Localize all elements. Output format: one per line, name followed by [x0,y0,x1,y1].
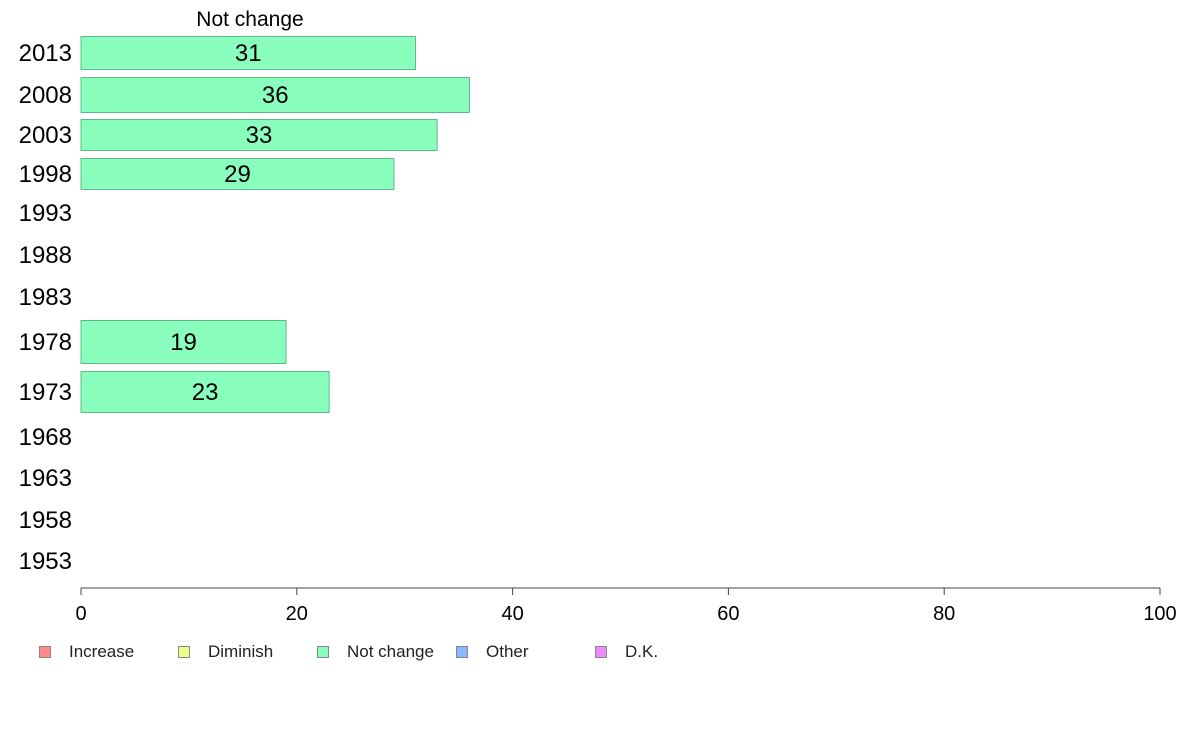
year-label: 1993 [19,200,72,227]
legend-label: Other [486,642,529,661]
year-label: 2008 [19,82,72,109]
x-axis: 0 20 40 60 80 100 [75,587,1177,625]
legend-label: Not change [347,642,434,661]
legend-item: D.K. [595,642,658,662]
x-tick-label: 20 [286,603,308,625]
x-tick-label: 0 [75,603,86,625]
legend-label: Increase [69,642,135,661]
year-label: 2013 [19,40,72,67]
year-label: 1963 [19,465,72,492]
bar [80,77,470,113]
legend-swatch [39,646,51,658]
bar [80,36,416,70]
year-label: 1953 [19,548,72,575]
x-tick-label: 100 [1143,603,1176,625]
legend-swatch [456,646,468,658]
legend-swatch [595,646,607,658]
year-label: 1973 [19,379,72,406]
year-label: 1978 [19,329,72,356]
legend-item: Other [456,642,529,662]
year-label: 1968 [19,424,72,451]
year-labels: 2013 2008 2003 1998 1993 1988 1983 1978 1973 1968… [19,40,72,575]
bar-value-label: 33 [246,122,273,149]
year-label: 1983 [19,284,72,311]
bar-value-label: 23 [192,379,219,406]
x-tick-label: 40 [501,603,523,625]
legend-swatch [317,646,329,658]
bar-value-label: 31 [235,40,262,67]
bar [80,320,287,364]
x-tick-label: 60 [717,603,739,625]
bar-value-label: 19 [170,329,197,356]
legend-label: D.K. [625,642,659,661]
legend: Increase Diminish Not change Other D.K. [39,642,739,662]
year-label: 1988 [19,242,72,269]
bar-value-label: 29 [224,161,251,188]
bar [80,158,395,190]
year-label: 2003 [19,122,72,149]
bar-value-label: 36 [262,82,289,109]
x-tick-label: 80 [933,603,955,625]
bar [80,119,438,151]
year-label: 1958 [19,507,72,534]
bar [80,371,330,413]
legend-label: Diminish [208,642,274,661]
chart-title: Not change [196,8,303,31]
legend-item: Not change [317,642,434,662]
year-label: 1998 [19,161,72,188]
legend-item: Increase [39,642,134,662]
legend-swatch [178,646,190,658]
legend-item: Diminish [178,642,273,662]
